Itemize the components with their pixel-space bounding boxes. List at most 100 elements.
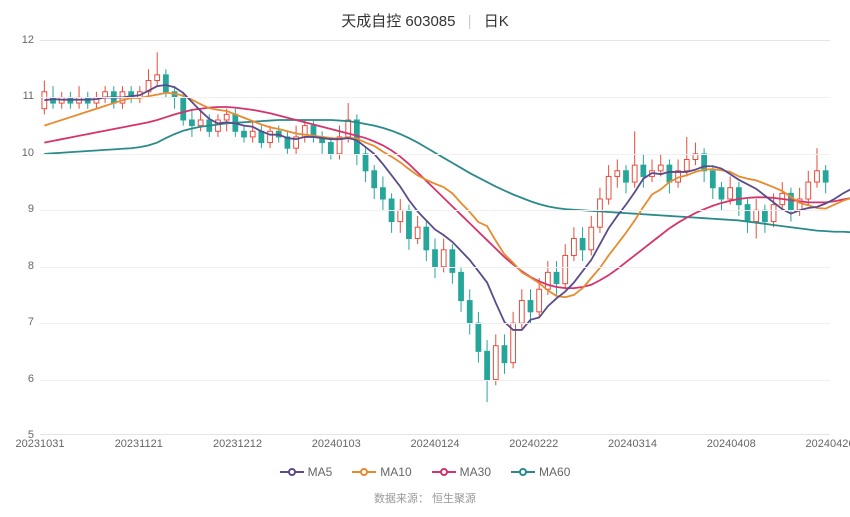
candle-body	[407, 210, 412, 238]
candle-body	[719, 188, 724, 199]
chart-title: 天成自控 603085 | 日K	[0, 0, 850, 31]
stock-name: 天成自控	[341, 13, 401, 30]
candle-body	[806, 182, 811, 199]
y-tick: 12	[22, 34, 34, 46]
candle-body	[684, 160, 689, 171]
candle-body	[450, 250, 455, 273]
candle-body	[190, 120, 195, 126]
candle-body	[754, 210, 759, 221]
candle-body	[702, 154, 707, 171]
candle-body	[728, 188, 733, 199]
x-tick: 20240222	[509, 438, 558, 450]
candle-body	[372, 171, 377, 188]
candle-body	[433, 250, 438, 267]
chart-period: 日K	[484, 13, 509, 30]
legend-item: MA60	[511, 465, 570, 479]
y-tick: 7	[28, 316, 34, 328]
source-label: 数据来源：	[374, 493, 429, 505]
legend-marker-icon	[432, 467, 456, 477]
candle-body	[519, 301, 524, 324]
x-axis: 2023103120231121202312122024010320240124…	[40, 438, 830, 458]
candle-body	[736, 188, 741, 205]
candle-body	[528, 301, 533, 312]
legend-item: MA10	[352, 465, 411, 479]
x-tick: 20240426	[806, 438, 850, 450]
candle-body	[667, 165, 672, 182]
candle-body	[632, 165, 637, 182]
y-tick: 8	[28, 260, 34, 272]
candle-body	[485, 351, 490, 379]
candle-body	[459, 272, 464, 300]
x-tick: 20231031	[16, 438, 65, 450]
legend-item: MA30	[432, 465, 491, 479]
candle-body	[424, 227, 429, 250]
x-tick: 20240314	[608, 438, 657, 450]
candle-body	[259, 131, 264, 142]
gridline	[40, 210, 830, 211]
stock-code: 603085	[405, 13, 455, 30]
ma5-line	[44, 85, 850, 330]
candle-body	[624, 171, 629, 182]
candle-body	[598, 199, 603, 227]
legend-marker-icon	[280, 467, 304, 477]
legend-marker-icon	[352, 467, 376, 477]
candle-body	[381, 188, 386, 199]
source-value: 恒生聚源	[432, 493, 476, 505]
candle-body	[572, 239, 577, 256]
candle-body	[641, 165, 646, 176]
x-tick: 20231121	[115, 438, 163, 450]
y-tick: 11	[23, 90, 34, 102]
candle-body	[181, 97, 186, 120]
y-axis: 56789101112	[0, 40, 38, 435]
gridline	[40, 154, 830, 155]
candle-body	[589, 227, 594, 250]
gridline	[40, 267, 830, 268]
candle-body	[242, 131, 247, 137]
candle-body	[554, 272, 559, 283]
candle-body	[328, 143, 333, 154]
candle-body	[823, 171, 828, 182]
x-tick: 20240124	[411, 438, 460, 450]
stock-chart: 天成自控 603085 | 日K 56789101112 20231031202…	[0, 0, 850, 517]
candle-body	[771, 205, 776, 222]
ma60-line	[44, 120, 850, 233]
candle-body	[163, 75, 168, 92]
y-tick: 9	[28, 203, 34, 215]
candle-body	[745, 205, 750, 222]
candle-body	[250, 131, 255, 137]
x-tick: 20240103	[312, 438, 361, 450]
legend-item: MA5	[280, 465, 333, 479]
y-tick: 10	[22, 147, 34, 159]
candle-body	[441, 250, 446, 267]
gridline	[40, 97, 830, 98]
candle-body	[363, 154, 368, 171]
candle-body	[606, 176, 611, 199]
x-tick: 20231212	[213, 438, 262, 450]
candle-body	[545, 272, 550, 289]
legend-label: MA60	[539, 465, 570, 479]
candle-body	[476, 323, 481, 351]
candle-body	[563, 255, 568, 283]
candle-body	[224, 114, 229, 120]
candle-body	[268, 131, 273, 142]
candle-body	[398, 210, 403, 221]
legend-label: MA5	[308, 465, 333, 479]
candle-body	[658, 165, 663, 171]
gridline	[40, 323, 830, 324]
candle-body	[710, 171, 715, 188]
legend-label: MA30	[460, 465, 491, 479]
title-divider: |	[468, 13, 472, 30]
candle-body	[415, 227, 420, 238]
plot-area	[40, 40, 830, 435]
candle-body	[763, 210, 768, 221]
candle-body	[493, 346, 498, 380]
candle-body	[467, 301, 472, 324]
candle-body	[155, 75, 160, 81]
x-tick: 20240408	[707, 438, 756, 450]
legend: MA5 MA10 MA30 MA60	[0, 465, 850, 480]
legend-marker-icon	[511, 467, 535, 477]
candle-body	[502, 346, 507, 363]
candle-body	[615, 171, 620, 177]
gridline	[40, 380, 830, 381]
legend-label: MA10	[380, 465, 411, 479]
